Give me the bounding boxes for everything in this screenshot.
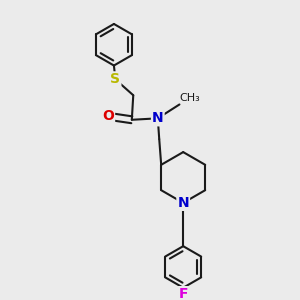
Text: N: N (177, 196, 189, 210)
Text: CH₃: CH₃ (179, 93, 200, 103)
Text: S: S (110, 72, 120, 86)
Text: O: O (102, 109, 114, 123)
Text: F: F (178, 287, 188, 300)
Text: N: N (152, 111, 164, 125)
